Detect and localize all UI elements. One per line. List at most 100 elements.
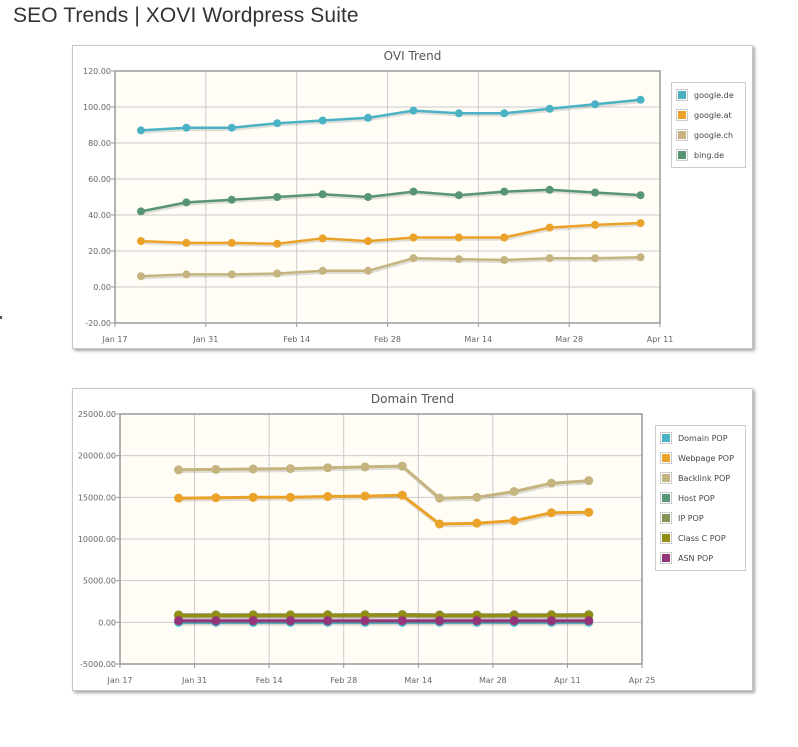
data-point xyxy=(409,254,418,263)
data-point xyxy=(182,198,191,207)
data-point xyxy=(227,195,236,204)
data-point xyxy=(136,126,145,135)
ovi-trend-chart: 120.00 100.00 80.00 60.00 40.00 20.00 0.00 -20.… xyxy=(72,45,753,349)
data-point xyxy=(318,234,327,243)
domain-trend-plot: 25000.00 20000.00 15000.00 10000.00 5000.00 0… xyxy=(78,410,656,685)
data-point xyxy=(364,113,373,122)
data-point xyxy=(435,519,445,529)
plot-border xyxy=(114,70,661,324)
legend-item-backlink-pop[interactable]: Backlink POP xyxy=(660,468,739,488)
legend-item-domain-pop[interactable]: Domain POP xyxy=(660,428,739,448)
series-line-shadow xyxy=(141,189,642,215)
x-tick-label: Mar 14 xyxy=(404,676,432,685)
legend-item-host-pop[interactable]: Host POP xyxy=(660,488,739,508)
legend-swatch xyxy=(662,494,670,502)
series-line xyxy=(140,221,641,246)
y-tick-label: 5000.00 xyxy=(83,577,116,586)
data-point xyxy=(500,233,509,242)
legend-swatch xyxy=(662,514,670,522)
data-point xyxy=(273,119,282,128)
legend-item-google-at[interactable]: google.at xyxy=(676,105,739,125)
data-point xyxy=(273,269,282,278)
legend-item-asn-pop[interactable]: ASN POP xyxy=(660,548,739,568)
legend-label: bing.de xyxy=(694,150,724,160)
data-point xyxy=(248,616,258,626)
data-point xyxy=(360,491,370,501)
legend-item-bing-de[interactable]: bing.de xyxy=(676,145,739,165)
data-point xyxy=(397,490,407,500)
legend-item-google-ch[interactable]: google.ch xyxy=(676,125,739,145)
data-point xyxy=(136,237,145,246)
data-point xyxy=(364,193,373,201)
x-tick-label: Apr 25 xyxy=(629,676,656,685)
legend-item-class-c-pop[interactable]: Class C POP xyxy=(660,528,739,548)
y-tick-label: 15000.00 xyxy=(78,493,116,502)
legend-label: google.de xyxy=(694,90,734,100)
y-tick-label: 10000.00 xyxy=(78,535,116,544)
data-point xyxy=(273,239,282,248)
page-title: SEO Trends | XOVI Wordpress Suite xyxy=(13,4,359,27)
data-point xyxy=(364,266,373,275)
y-tick-label: 0.00 xyxy=(93,283,111,292)
data-point xyxy=(318,190,327,199)
data-point xyxy=(509,616,519,626)
x-tick-label: Jan 17 xyxy=(101,335,127,344)
data-point xyxy=(211,464,221,474)
x-tick-label: Apr 11 xyxy=(554,676,581,685)
series-line xyxy=(140,256,641,278)
data-point xyxy=(360,462,370,472)
legend-item-webpage-pop[interactable]: Webpage POP xyxy=(660,448,739,468)
data-point xyxy=(182,270,191,279)
x-tick-label: Feb 28 xyxy=(374,335,401,344)
data-point xyxy=(136,272,145,281)
data-point xyxy=(360,616,370,626)
data-point xyxy=(323,616,333,626)
data-point xyxy=(174,465,184,475)
data-point xyxy=(318,266,327,275)
data-point xyxy=(273,193,282,201)
data-point xyxy=(545,223,554,232)
x-tick-label: Jan 17 xyxy=(106,676,132,685)
data-point xyxy=(509,487,519,496)
data-point xyxy=(636,95,645,104)
data-point xyxy=(211,616,221,626)
data-point xyxy=(435,616,445,626)
legend-swatch xyxy=(678,151,686,159)
y-tick-label: -5000.00 xyxy=(80,660,116,669)
x-tick-label: Feb 28 xyxy=(330,676,357,685)
data-point xyxy=(636,253,645,262)
legend-label: Domain POP xyxy=(678,433,728,443)
legend-swatch xyxy=(678,131,686,139)
data-point xyxy=(591,220,600,229)
data-point xyxy=(323,492,333,501)
chart-title: Domain Trend xyxy=(370,392,455,406)
y-tick-label: 20.00 xyxy=(88,247,111,256)
y-tick-label: 80.00 xyxy=(88,139,111,148)
data-point xyxy=(323,463,333,473)
data-point xyxy=(248,492,258,502)
data-point xyxy=(364,237,373,246)
legend-label: Host POP xyxy=(678,493,715,503)
data-point xyxy=(472,518,482,528)
ovi-legend: google.de google.at google.ch bing.de xyxy=(671,82,746,168)
data-point xyxy=(182,123,191,132)
data-point xyxy=(545,104,554,113)
data-point xyxy=(636,191,645,200)
data-point xyxy=(182,238,191,247)
y-tick-label: 120.00 xyxy=(83,67,111,76)
series-line-shadow xyxy=(179,465,590,502)
legend-label: IP POP xyxy=(678,513,704,523)
legend-item-google-de[interactable]: google.de xyxy=(676,85,739,105)
data-point xyxy=(500,187,509,196)
series-line-shadow xyxy=(179,494,590,528)
series-line xyxy=(140,98,641,132)
data-point xyxy=(174,616,184,626)
domain-trend-chart: 25000.00 20000.00 15000.00 10000.00 5000.00 0… xyxy=(72,388,753,691)
data-point xyxy=(227,123,236,132)
x-tick-label: Jan 31 xyxy=(192,335,218,344)
data-point xyxy=(454,191,463,200)
legend-swatch xyxy=(662,554,670,562)
data-point xyxy=(136,207,145,216)
legend-item-ip-pop[interactable]: IP POP xyxy=(660,508,739,528)
data-point xyxy=(591,188,600,197)
